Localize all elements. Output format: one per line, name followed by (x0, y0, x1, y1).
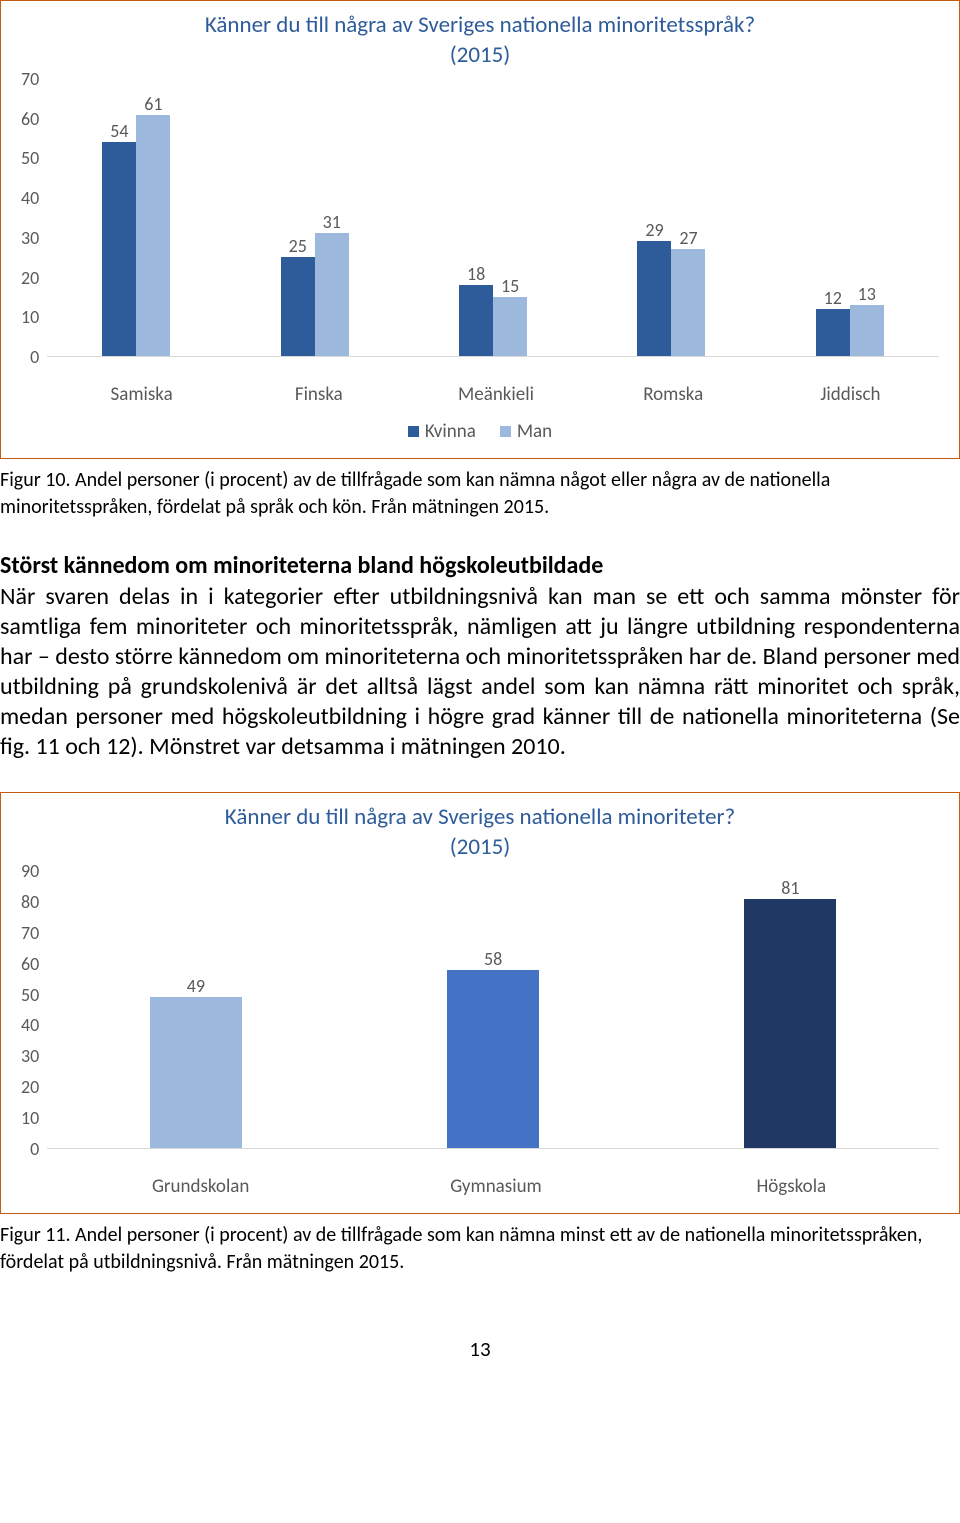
chart1-bar-value: 61 (144, 93, 162, 115)
chart2-bar: 81 (744, 899, 836, 1148)
legend-swatch (500, 426, 511, 437)
chart1-bar: 15 (493, 297, 527, 356)
chart1-bar-value: 27 (679, 227, 697, 249)
chart1-x-labels: SamiskaFinskaMeänkieliRomskaJiddisch (21, 379, 939, 406)
chart1-category-group: 1213 (761, 79, 939, 356)
chart1-plot: 010203040506070 54612531181529271213 (21, 79, 939, 379)
chart1-x-label: Jiddisch (762, 379, 939, 406)
chart1-x-label: Meänkieli (407, 379, 584, 406)
legend-label: Kvinna (425, 420, 476, 443)
chart2-bar: 49 (150, 997, 242, 1148)
chart1-x-label: Samiska (53, 379, 230, 406)
chart2-container: Känner du till några av Sveriges natione… (0, 792, 960, 1214)
chart1-bar-value: 54 (110, 120, 128, 142)
chart1-x-label: Finska (230, 379, 407, 406)
chart2-bar-value: 81 (781, 877, 799, 899)
chart1-bar-value: 13 (858, 283, 876, 305)
chart2-y-axis: 0102030405060708090 (21, 871, 47, 1171)
chart1-bar: 25 (281, 257, 315, 356)
chart1-bar-value: 15 (501, 275, 519, 297)
chart1-legend: Kvinna Man (21, 420, 939, 443)
chart2-x-label: Gymnasium (348, 1171, 643, 1198)
chart2-bar-value: 58 (484, 948, 502, 970)
chart1-bar: 31 (315, 233, 349, 356)
chart1-bar-value: 31 (323, 211, 341, 233)
chart1-bars: 54612531181529271213 (47, 79, 939, 357)
chart2-x-label: Grundskolan (53, 1171, 348, 1198)
chart1-legend-item: Kvinna (408, 420, 476, 443)
figure11-caption: Figur 11. Andel personer (i procent) av … (0, 1222, 960, 1276)
chart1-bar: 12 (816, 309, 850, 356)
chart1-subtitle: (2015) (21, 41, 939, 69)
figure10-caption: Figur 10. Andel personer (i procent) av … (0, 467, 960, 521)
chart2-plot: 0102030405060708090 49 58 81 (21, 871, 939, 1171)
chart1-category-group: 2531 (226, 79, 404, 356)
legend-label: Man (517, 420, 552, 443)
legend-swatch (408, 426, 419, 437)
chart1-bar: 61 (136, 115, 170, 356)
section-heading: Störst kännedom om minoriteterna bland h… (0, 551, 960, 580)
page-number: 13 (0, 1336, 960, 1362)
chart1-bar-value: 25 (289, 235, 307, 257)
chart1-bar-value: 18 (467, 263, 485, 285)
chart2-bar: 58 (447, 970, 539, 1149)
chart1-bar: 29 (637, 241, 671, 356)
chart1-bar: 27 (671, 249, 705, 356)
chart1-category-group: 2927 (582, 79, 760, 356)
chart2-category-group: 81 (642, 871, 939, 1148)
chart1-container: Känner du till några av Sveriges natione… (0, 0, 960, 459)
chart2-subtitle: (2015) (21, 833, 939, 861)
chart1-x-label: Romska (585, 379, 762, 406)
chart2-title: Känner du till några av Sveriges natione… (21, 803, 939, 831)
chart2-bar-value: 49 (187, 975, 205, 997)
chart1-category-group: 1815 (404, 79, 582, 356)
chart1-category-group: 5461 (47, 79, 225, 356)
chart2-x-label: Högskola (644, 1171, 939, 1198)
chart2-category-group: 58 (345, 871, 642, 1148)
chart1-bar: 54 (102, 142, 136, 356)
chart2-bars: 49 58 81 (47, 871, 939, 1149)
chart1-title: Känner du till några av Sveriges natione… (21, 11, 939, 39)
chart1-bar: 13 (850, 305, 884, 356)
chart1-bar: 18 (459, 285, 493, 356)
chart1-bar-value: 12 (824, 287, 842, 309)
chart1-legend-item: Man (500, 420, 552, 443)
chart1-y-axis: 010203040506070 (21, 79, 47, 379)
chart1-bar-value: 29 (645, 219, 663, 241)
chart2-category-group: 49 (47, 871, 344, 1148)
chart2-x-labels: GrundskolanGymnasiumHögskola (21, 1171, 939, 1198)
body-paragraph: När svaren delas in i kategorier efter u… (0, 582, 960, 762)
